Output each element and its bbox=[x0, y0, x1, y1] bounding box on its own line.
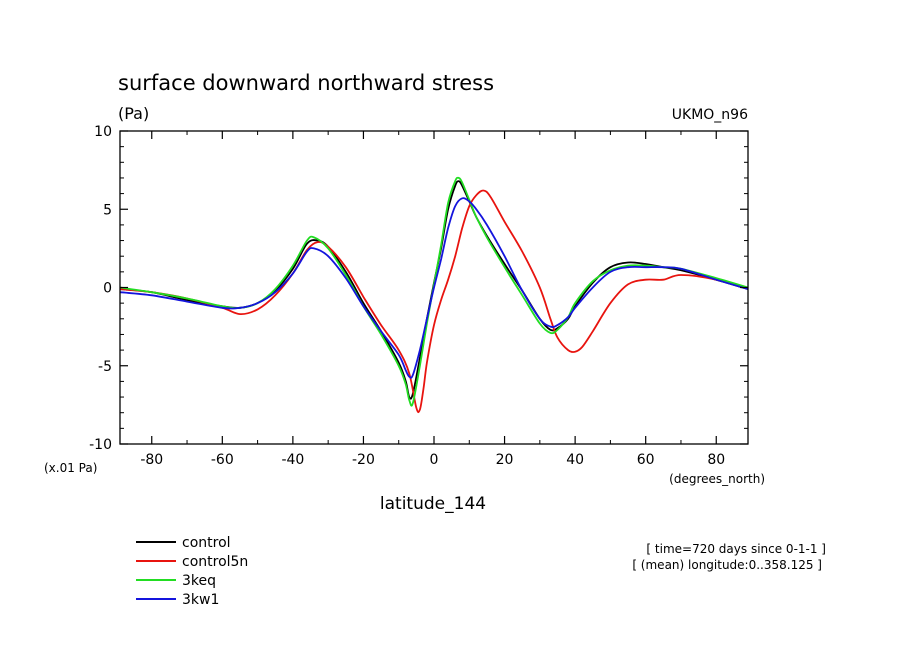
x-tick-label: 60 bbox=[637, 452, 655, 468]
x-tick-label: -40 bbox=[281, 452, 304, 468]
x-tick-label: 20 bbox=[496, 452, 514, 468]
model-label: UKMO_n96 bbox=[672, 107, 748, 123]
plot-lines bbox=[119, 176, 749, 414]
series-line-3kw1 bbox=[119, 197, 749, 379]
y-tick-label: 10 bbox=[94, 124, 112, 140]
x-tick-label: 40 bbox=[566, 452, 584, 468]
legend-label-control: control bbox=[182, 535, 231, 551]
x-units-label: (degrees_north) bbox=[669, 472, 765, 486]
y-tick-label: 0 bbox=[103, 281, 112, 297]
chart-title: surface downward northward stress bbox=[118, 71, 494, 95]
x-tick-label: -60 bbox=[211, 452, 234, 468]
series-line-control5n bbox=[119, 189, 749, 414]
legend-label-3kw1: 3kw1 bbox=[182, 592, 219, 608]
units-label: (Pa) bbox=[118, 104, 149, 123]
info-line-time: [ time=720 days since 0-1-1 ] bbox=[646, 542, 826, 556]
y-tick-label: -5 bbox=[98, 359, 112, 375]
axis-ticks: -80 -60 -40 -20 0 20 40 60 80 -10 -5 0 5 10 bbox=[89, 124, 748, 468]
x-tick-label: 0 bbox=[430, 452, 439, 468]
y-scale-label: (x.01 Pa) bbox=[44, 461, 97, 475]
series-line-3keq bbox=[119, 176, 749, 407]
x-axis-title: latitude_144 bbox=[380, 494, 486, 514]
info-line-longitude: [ (mean) longitude:0..358.125 ] bbox=[632, 558, 822, 572]
legend-label-control5n: control5n bbox=[182, 554, 248, 570]
x-tick-label: -20 bbox=[352, 452, 375, 468]
legend-label-3keq: 3keq bbox=[182, 573, 216, 589]
y-tick-label: 5 bbox=[103, 202, 112, 218]
x-tick-label: -80 bbox=[140, 452, 163, 468]
x-tick-label: 80 bbox=[707, 452, 725, 468]
legend: control control5n 3keq 3kw1 bbox=[136, 535, 248, 608]
y-tick-label: -10 bbox=[89, 437, 112, 453]
